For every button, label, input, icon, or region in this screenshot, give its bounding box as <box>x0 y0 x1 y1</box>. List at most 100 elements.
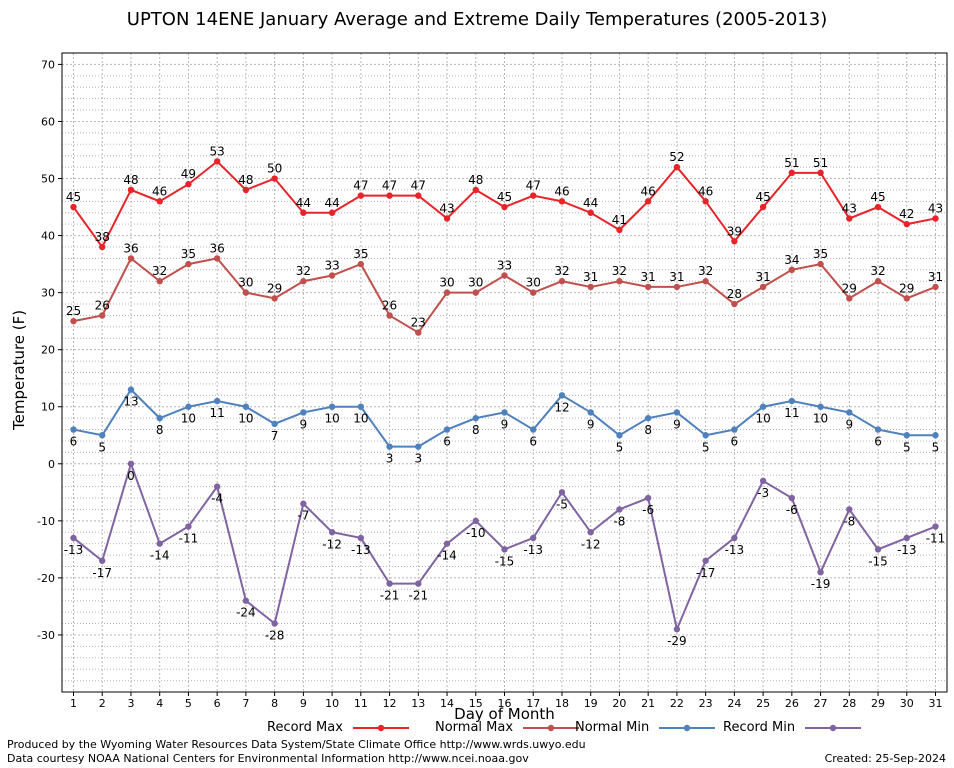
data-label: 31 <box>641 270 656 284</box>
data-label: -13 <box>351 543 371 557</box>
x-tick-label: 13 <box>411 697 425 710</box>
data-label: -17 <box>696 566 716 580</box>
data-point <box>271 620 278 627</box>
data-point <box>644 198 652 205</box>
x-tick-label: 16 <box>498 697 512 710</box>
data-point <box>616 506 623 513</box>
data-label: 32 <box>296 264 311 278</box>
data-point <box>213 158 221 165</box>
data-point <box>673 409 681 416</box>
data-label: 43 <box>842 201 857 215</box>
data-point <box>558 392 566 399</box>
data-point <box>127 186 135 194</box>
data-point <box>300 209 307 216</box>
data-point <box>185 403 192 410</box>
data-point <box>587 283 594 291</box>
data-label: -17 <box>92 566 112 580</box>
data-label: 10 <box>238 412 253 426</box>
data-label: -14 <box>150 549 170 563</box>
data-point <box>846 215 853 222</box>
data-point <box>443 215 451 222</box>
series-record-max: 45 38 48 46 49 53 48 50 44 44 47 47 47 43 48 45 47 46 44 41… <box>66 144 943 251</box>
x-tick-label: 29 <box>871 697 885 710</box>
data-point <box>558 278 566 285</box>
data-label: -3 <box>757 486 769 500</box>
data-label: 36 <box>210 241 225 255</box>
data-label: 33 <box>324 259 339 273</box>
data-label: 48 <box>123 173 138 187</box>
data-point <box>242 403 250 410</box>
y-tick-label: 60 <box>41 115 55 128</box>
data-label: 44 <box>296 196 311 210</box>
data-label: 36 <box>123 241 138 255</box>
y-tick-label: 0 <box>48 458 55 471</box>
data-label: 51 <box>813 156 828 170</box>
x-tick-label: 26 <box>785 697 799 710</box>
data-point <box>558 489 566 496</box>
data-label: -13 <box>897 543 917 557</box>
data-label: 11 <box>784 406 799 420</box>
data-point <box>788 397 796 405</box>
y-tick-label: 20 <box>41 344 55 357</box>
data-label: 44 <box>583 196 598 210</box>
x-tick-label: 6 <box>214 697 221 710</box>
data-label: -11 <box>926 532 946 546</box>
footer-data-source: Data courtesy NOAA National Centers for … <box>7 752 529 765</box>
data-label: -13 <box>523 543 543 557</box>
x-tick-label: 18 <box>555 697 569 710</box>
data-point <box>759 403 767 410</box>
legend-line-icon <box>523 724 580 731</box>
data-label: -13 <box>64 543 84 557</box>
chart-title: UPTON 14ENE January Average and Extreme … <box>126 9 828 30</box>
data-label: 48 <box>468 173 483 187</box>
data-point <box>328 403 336 410</box>
x-tick-label: 24 <box>727 697 741 710</box>
data-point <box>644 414 652 422</box>
x-tick-label: 27 <box>814 697 828 710</box>
data-label: 29 <box>842 281 857 295</box>
data-point <box>759 203 767 211</box>
data-point <box>501 272 508 279</box>
data-label: 9 <box>673 417 681 431</box>
data-point <box>415 192 422 199</box>
y-axis-label: Temperature (F) <box>10 309 28 430</box>
data-point <box>70 426 77 433</box>
data-label: 5 <box>932 440 940 454</box>
data-label: 5 <box>903 440 911 454</box>
data-label: 6 <box>874 435 882 449</box>
footer-producer: Produced by the Wyoming Water Resources … <box>7 738 586 751</box>
data-label: 26 <box>382 298 397 312</box>
data-point <box>874 278 882 285</box>
x-tick-label: 31 <box>929 697 943 710</box>
data-label: 10 <box>324 412 339 426</box>
data-label: 9 <box>300 417 308 431</box>
x-tick-label: 21 <box>641 697 655 710</box>
data-point <box>817 568 824 576</box>
data-label: 3 <box>386 452 394 466</box>
data-label: 10 <box>755 412 770 426</box>
data-point <box>99 557 106 564</box>
data-label: 45 <box>755 190 770 204</box>
data-label: -13 <box>725 543 745 557</box>
data-point <box>415 329 422 336</box>
legend-normal-max: Normal Max <box>435 720 581 735</box>
data-point <box>874 546 882 553</box>
data-point <box>616 278 623 285</box>
data-point <box>386 580 393 587</box>
data-point <box>357 534 365 542</box>
data-point <box>673 626 681 633</box>
data-point <box>759 477 767 485</box>
data-point <box>300 409 307 416</box>
data-label: 39 <box>727 224 742 238</box>
data-label: 30 <box>439 276 454 290</box>
data-point <box>817 169 824 177</box>
data-label: 44 <box>324 196 339 210</box>
data-point <box>702 198 709 205</box>
data-point <box>415 443 422 450</box>
data-point <box>530 426 537 433</box>
legend-line-icon <box>805 724 862 731</box>
data-label: -12 <box>322 537 342 551</box>
x-tick-label: 5 <box>185 697 192 710</box>
x-tick-label: 11 <box>354 697 368 710</box>
data-point <box>386 312 393 319</box>
